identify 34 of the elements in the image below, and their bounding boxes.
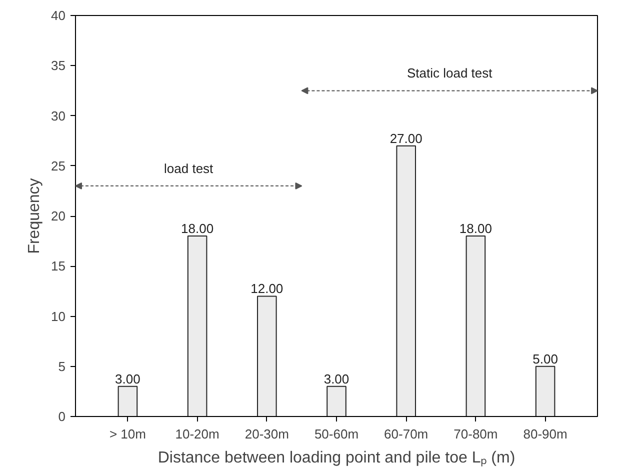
y-tick-label: 5 bbox=[58, 358, 66, 374]
data-label: 12.00 bbox=[250, 281, 284, 296]
bar bbox=[257, 296, 277, 416]
y-tick-label: 10 bbox=[51, 308, 66, 324]
bar bbox=[396, 145, 416, 416]
data-label: 5.00 bbox=[532, 351, 558, 366]
x-tick-label: 20-30m bbox=[244, 426, 289, 442]
y-tick-label: 25 bbox=[51, 158, 66, 174]
y-tick-label: 20 bbox=[51, 208, 66, 224]
bar bbox=[466, 236, 486, 416]
data-label: 27.00 bbox=[390, 130, 422, 146]
data-label: 3.00 bbox=[115, 371, 140, 386]
bar bbox=[118, 386, 138, 416]
x-tick-label: > 10m bbox=[109, 426, 146, 442]
y-tick-label: 15 bbox=[51, 258, 66, 274]
data-label: 18.00 bbox=[181, 221, 214, 236]
y-tick-label: 35 bbox=[51, 58, 66, 74]
x-axis-title: Distance between loading point and pile toe Lₚ (m) bbox=[158, 450, 516, 466]
bar bbox=[187, 236, 208, 416]
bar bbox=[535, 366, 556, 416]
y-tick-label: 40 bbox=[51, 8, 66, 23]
x-tick-label: 60-70m bbox=[384, 426, 428, 442]
bar bbox=[326, 386, 346, 416]
y-axis-title: Frequency bbox=[26, 178, 44, 254]
annotation: Static load test bbox=[406, 66, 493, 81]
x-tick-label: 70-80m bbox=[454, 426, 498, 442]
data-label: 3.00 bbox=[324, 371, 350, 386]
annotation: load test bbox=[164, 160, 214, 176]
x-tick-label: 50-60m bbox=[314, 426, 359, 442]
data-label: 18.00 bbox=[459, 221, 492, 236]
y-tick-label: 30 bbox=[51, 108, 66, 124]
x-tick-label: 80-90m bbox=[523, 426, 568, 442]
x-tick-label: 10-20m bbox=[175, 426, 220, 442]
y-tick-label: 0 bbox=[58, 409, 66, 424]
